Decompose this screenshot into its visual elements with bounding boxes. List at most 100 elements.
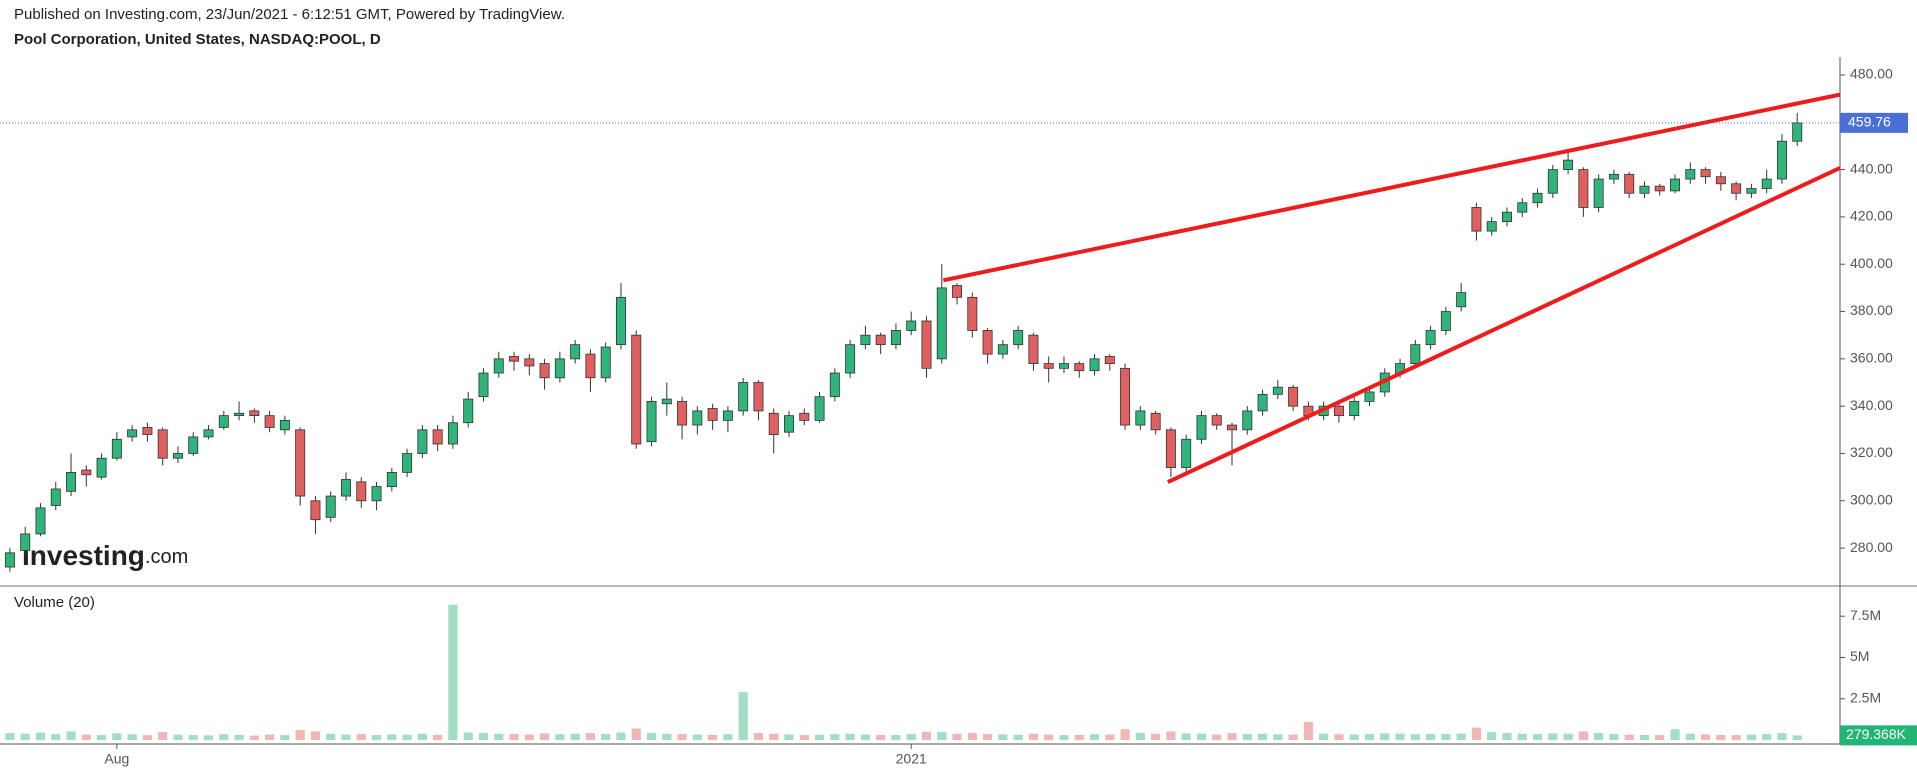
volume-bar [1548,733,1558,740]
candle-body [1532,192,1543,204]
volume-bar [1670,729,1680,740]
volume-bar [524,734,534,740]
last-volume-box [1840,725,1917,746]
candle-body [111,438,122,459]
volume-bar [1044,734,1054,740]
candle-body [295,429,306,497]
y2-tick-label: 2.5M [1850,689,1881,705]
y-tick-label: 360.00 [1850,350,1893,366]
volume-bar [371,735,382,740]
volume-bar [1227,733,1237,740]
volume-bar [433,734,443,740]
candle-body [906,320,917,331]
last-price-box [1840,112,1908,133]
candle-body [997,344,1008,355]
trend-line [1167,166,1841,484]
volume-bar [1074,734,1084,740]
candle-body [1685,169,1696,180]
volume-bar [738,692,748,740]
candle-body [539,363,550,379]
volume-bar [1089,734,1100,740]
y-tick-label: 480.00 [1850,66,1893,82]
candle-body [264,415,275,428]
chart-title: Pool Corporation, United States, NASDAQ:… [14,31,381,48]
candle-body [279,419,290,431]
candle-body [784,415,794,433]
volume-bar [1135,733,1145,740]
volume-title: Volume (20) [14,594,95,611]
y-tick-label: 320.00 [1850,444,1893,460]
candle-body [1593,178,1604,208]
candle-body [738,382,749,412]
volume-bar [1716,734,1726,740]
volume-bar [112,733,122,740]
candle-body [570,344,581,360]
candle-body [1746,188,1757,194]
candle-body [982,330,993,355]
candle-body [310,500,321,521]
candle-body [218,415,229,428]
volume-bar [1517,733,1527,740]
volume-bar [1456,733,1466,740]
volume-bar [1731,735,1741,740]
candle-body [890,330,901,346]
volume-bar [1105,734,1115,740]
volume-bar [1762,734,1772,740]
volume-bar [1487,732,1497,740]
volume-bar [1609,734,1619,740]
volume-bar [463,732,473,740]
volume-bar [1257,733,1268,740]
volume-bar [769,733,779,740]
candle-body [50,488,61,506]
candle-body [96,457,107,478]
volume-bar [188,735,198,740]
volume-bar [5,733,15,740]
last-volume-label: 279.368K [1846,726,1907,742]
volume-bar [1639,734,1650,740]
volume-bar [860,734,870,740]
volume-bar [723,734,733,740]
candle-body [1700,169,1711,178]
candle-body [127,429,138,438]
volume-bar [1700,734,1711,740]
volume-bar [1364,734,1375,740]
volume-bar [1395,733,1405,740]
volume-bar [692,734,702,740]
volume-bar [158,732,168,740]
volume-bar [646,733,657,740]
candle-body [1486,221,1497,232]
volume-bar [1441,734,1451,740]
candle-body [952,285,963,298]
volume-bar [1578,731,1588,740]
candle-body [1288,386,1299,407]
candle-body [188,436,199,454]
candle-body [646,401,657,443]
volume-bar [417,733,427,740]
candle-body [860,334,871,346]
volume-bar [402,734,412,740]
volume-bar [1319,733,1329,740]
candle-body [1715,176,1726,185]
candle-body [1761,178,1772,189]
candle-body [1028,334,1039,364]
last-price-label: 459.76 [1848,114,1891,130]
candle-body [921,320,932,369]
candle-body [585,353,596,379]
y2-tick-label: 5M [1850,648,1869,664]
candle-body [1670,178,1681,192]
candle-body [936,287,947,360]
volume-bar [1655,735,1665,740]
candle-body [1242,410,1253,431]
candle-body [203,429,214,438]
candle-body [1425,330,1436,346]
volume-bar [1563,733,1573,740]
volume-bar [1532,734,1543,740]
volume-bar [1777,733,1787,740]
volume-bar [310,731,321,740]
candle-body [402,453,413,473]
logo-main: Investing [22,540,145,571]
candle-body [753,382,764,412]
volume-bar [906,734,916,740]
volume-bar [1349,734,1359,740]
trend-line [942,92,1841,283]
